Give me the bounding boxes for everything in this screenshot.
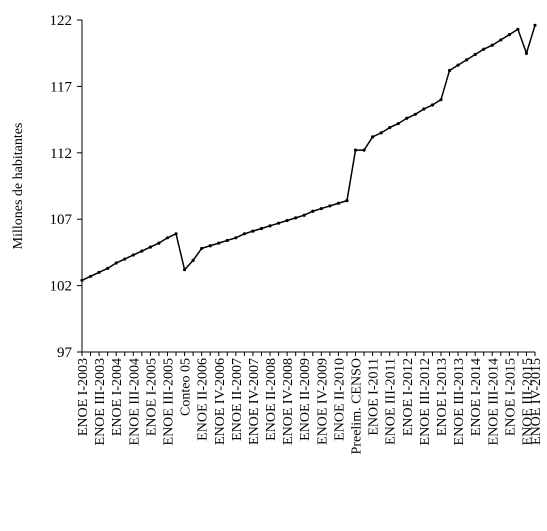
data-point <box>524 51 529 55</box>
data-point <box>430 103 435 107</box>
x-tick-label: Preelim. CENSO <box>350 358 365 454</box>
x-tick-label: ENOE III-2005 <box>161 358 176 445</box>
y-tick-label: 102 <box>50 279 73 295</box>
data-point <box>456 63 460 67</box>
data-point <box>353 148 358 152</box>
data-point <box>345 199 349 203</box>
data-point <box>447 68 452 73</box>
data-point <box>328 204 332 208</box>
x-tick-label: ENOE III-2014 <box>486 358 501 445</box>
data-point <box>413 112 417 116</box>
x-tick-label: ENOE IV-2015 <box>529 358 544 445</box>
data-point <box>80 278 84 282</box>
data-point <box>396 121 400 126</box>
data-point <box>251 229 255 233</box>
x-tick-label: ENOE I-2013 <box>435 358 450 436</box>
x-tick-label: ENOE III-2015 <box>520 358 535 445</box>
data-point <box>165 236 170 240</box>
x-tick-label: ENOE III-2004 <box>127 358 142 445</box>
data-point <box>516 27 520 31</box>
data-point <box>285 218 289 223</box>
data-point <box>507 33 511 37</box>
x-tick-label: ENOE III-2013 <box>452 358 467 445</box>
data-point <box>191 258 195 262</box>
data-point <box>422 107 426 111</box>
y-tick-label: 122 <box>50 13 73 29</box>
data-point <box>499 38 503 42</box>
data-point <box>157 241 161 245</box>
y-tick-label: 107 <box>50 212 73 228</box>
data-line <box>81 25 536 281</box>
data-point <box>208 244 212 248</box>
x-tick-label: ENOE II-2007 <box>230 358 245 441</box>
data-point <box>242 232 246 236</box>
data-point <box>405 116 409 120</box>
y-tick-label: 97 <box>57 345 73 361</box>
data-point <box>336 201 341 205</box>
x-tick-label: ENOE II-2006 <box>196 358 211 441</box>
data-point <box>362 148 366 152</box>
data-point <box>88 274 93 278</box>
data-point <box>311 209 315 213</box>
data-point <box>131 253 135 257</box>
x-tick-label: Conteo 05 <box>179 358 194 416</box>
y-tick-label: 117 <box>50 79 72 95</box>
data-point <box>533 23 537 27</box>
data-point <box>294 216 298 220</box>
data-point <box>302 213 306 217</box>
data-point <box>388 125 392 130</box>
data-point <box>200 246 204 251</box>
data-point <box>234 236 238 240</box>
data-point <box>319 206 323 211</box>
data-point <box>473 52 477 57</box>
data-point <box>439 98 443 102</box>
x-tick-label: ENOE IV-2008 <box>281 358 296 445</box>
data-point <box>148 245 152 249</box>
data-point <box>182 268 187 272</box>
data-point <box>276 221 281 225</box>
data-point <box>97 270 101 274</box>
data-point <box>217 241 221 245</box>
x-tick-label: ENOE III-2003 <box>93 358 108 445</box>
x-tick-label: ENOE IV-2007 <box>247 358 262 445</box>
x-tick-label: ENOE II-2008 <box>264 358 279 441</box>
data-point <box>114 261 118 265</box>
data-point <box>482 47 486 51</box>
data-point <box>268 224 272 228</box>
x-tick-label: ENOE II-2009 <box>298 358 313 441</box>
y-axis-label: Millones de habitantes <box>11 123 26 250</box>
data-point <box>379 131 383 135</box>
x-tick-label: ENOE III-2012 <box>418 358 433 445</box>
data-point <box>140 249 144 253</box>
data-point <box>106 266 110 270</box>
y-tick-label: 112 <box>50 146 72 162</box>
x-tick-label: ENOE I-2003 <box>76 358 91 436</box>
data-point <box>123 257 127 261</box>
data-point <box>259 226 264 231</box>
x-tick-label: ENOE I-2004 <box>110 358 125 436</box>
x-tick-label: ENOE I-2005 <box>144 358 159 436</box>
x-tick-label: ENOE III-2011 <box>384 358 399 445</box>
x-tick-label: ENOE I-2015 <box>503 358 518 436</box>
data-point <box>371 135 375 139</box>
x-tick-label: ENOE I-2012 <box>401 358 416 436</box>
x-tick-label: ENOE IV-2006 <box>213 358 228 445</box>
data-point <box>490 43 494 47</box>
data-point <box>225 238 229 243</box>
data-point <box>174 232 178 236</box>
x-tick-label: ENOE I-2011 <box>367 358 382 436</box>
data-point <box>465 58 469 62</box>
x-tick-label: ENOE II-2010 <box>332 358 347 441</box>
x-tick-label: ENOE IV-2009 <box>315 358 330 445</box>
x-tick-label: ENOE I-2014 <box>469 358 484 436</box>
